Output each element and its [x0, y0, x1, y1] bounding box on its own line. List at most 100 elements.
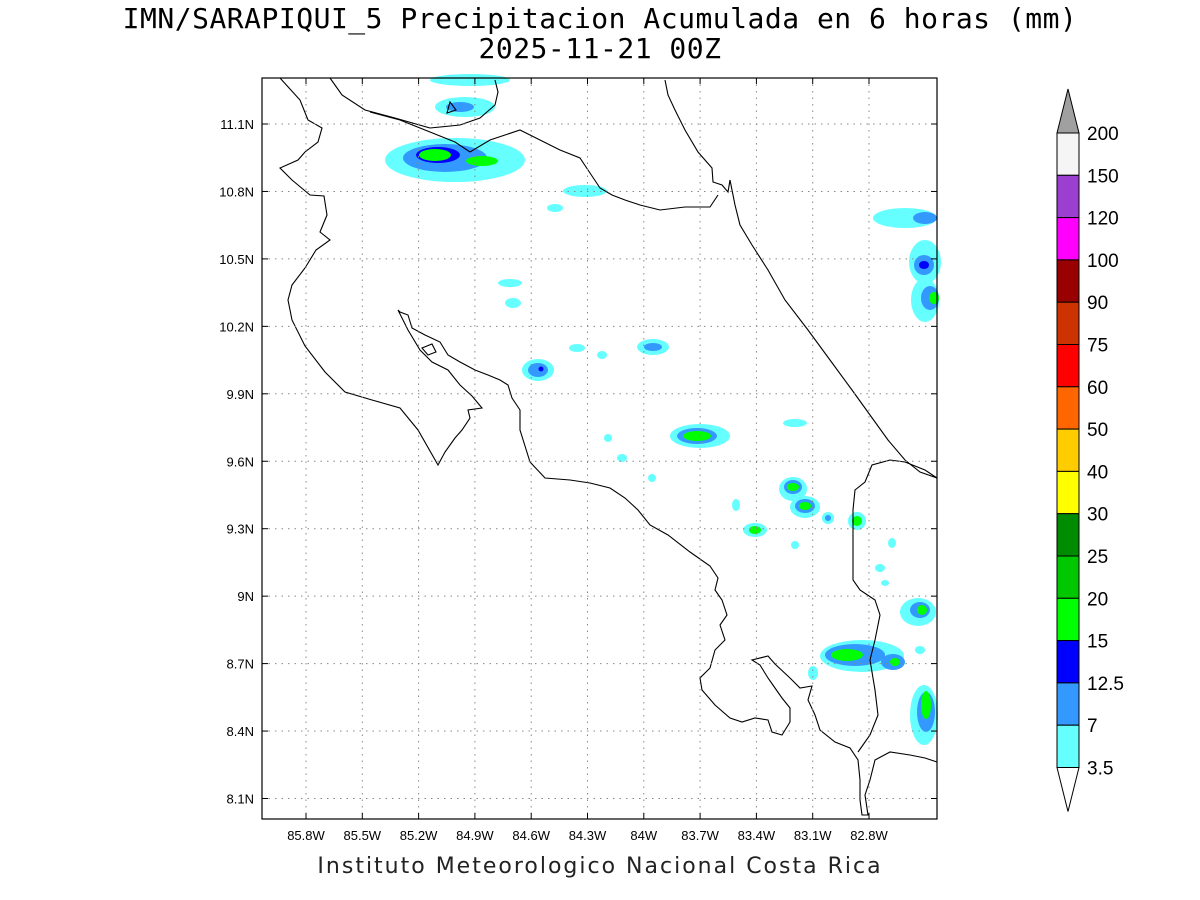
precip-blob	[528, 363, 548, 377]
colorbar-label: 40	[1087, 462, 1108, 483]
colorbar-label: 25	[1087, 547, 1108, 568]
caribbean-coast	[664, 79, 938, 479]
colorbar-label: 150	[1087, 166, 1119, 187]
lon-tick-label: 84W	[630, 828, 657, 843]
precip-blob	[881, 580, 889, 586]
colorbar-label: 120	[1087, 209, 1119, 230]
colorbar: 200 150 120 100 90 75 60 50 40 30 25 20 15 12.5 7 3.5	[1056, 88, 1124, 812]
precip-blob	[749, 526, 761, 534]
lon-tick-label: 85.5W	[344, 828, 382, 843]
lon-tick-label: 84.9W	[456, 828, 494, 843]
lat-tick-label: 10.5N	[219, 252, 254, 267]
colorbar-swatch	[1056, 386, 1080, 430]
lake-island	[446, 100, 457, 114]
precip-blob	[915, 646, 925, 654]
precip-blob	[498, 279, 522, 287]
precip-blob	[419, 149, 451, 161]
precip-blob	[466, 156, 498, 166]
latitude-ticks: 11.1N 10.8N 10.5N 10.2N 9.9N 9.6N 9.3N 9N 8.7N 8.…	[219, 117, 937, 807]
lat-tick-label: 11.1N	[220, 117, 254, 132]
lon-tick-label: 82.8W	[850, 828, 888, 843]
footer-credit: Instituto Meteorologico Nacional Costa R…	[317, 854, 883, 879]
lon-tick-label: 83.4W	[738, 828, 776, 843]
lon-tick-label: 85.2W	[400, 828, 438, 843]
lon-tick-label: 84.6W	[512, 828, 550, 843]
lat-tick-label: 8.1N	[227, 792, 254, 807]
precip-blob	[732, 499, 740, 511]
colorbar-label: 75	[1087, 336, 1108, 357]
colorbar-label: 30	[1087, 505, 1108, 526]
precip-blob	[890, 658, 900, 666]
lake-nicaragua-shore	[329, 77, 499, 129]
lat-tick-label: 9N	[237, 589, 254, 604]
colorbar-label: 15	[1087, 632, 1108, 653]
colorbar-label: 3.5	[1087, 759, 1113, 780]
lat-tick-label: 8.4N	[227, 724, 254, 739]
precip-blob	[569, 344, 585, 352]
colorbar-label: 60	[1087, 378, 1108, 399]
colorbar-swatch	[1056, 132, 1080, 176]
precip-blob	[430, 74, 510, 86]
colorbar-swatch	[1056, 640, 1080, 684]
precip-blob	[604, 434, 612, 442]
precip-blob	[563, 185, 607, 197]
lat-tick-label: 10.2N	[219, 319, 254, 334]
colorbar-label: 7	[1087, 716, 1098, 737]
precip-blob	[783, 419, 807, 427]
precip-blob	[791, 541, 799, 549]
precip-blob	[538, 366, 544, 372]
precip-blob	[913, 212, 937, 224]
nicaragua-border	[369, 111, 719, 211]
colorbar-swatch	[1056, 597, 1080, 642]
lat-tick-label: 9.3N	[227, 522, 254, 537]
precip-blob	[648, 474, 656, 482]
lon-tick-label: 83.7W	[681, 828, 719, 843]
lon-tick-label: 85.8W	[287, 828, 325, 843]
colorbar-swatch	[1056, 555, 1080, 599]
precip-blob	[888, 538, 896, 548]
lat-tick-label: 9.6N	[227, 454, 254, 469]
colorbar-swatch	[1056, 174, 1080, 219]
map-frame	[261, 77, 938, 820]
precip-blob	[597, 351, 607, 359]
precip-blob	[825, 515, 831, 521]
colorbar-label: 12.5	[1087, 674, 1124, 695]
lat-tick-label: 9.9N	[227, 387, 254, 402]
lat-tick-label: 8.7N	[227, 657, 254, 672]
map-title: IMN/SARAPIQUI_5 Precipitacion Acumulada …	[122, 2, 1078, 35]
colorbar-swatch	[1056, 428, 1080, 472]
coastline	[279, 77, 938, 816]
colorbar-label: 20	[1087, 589, 1108, 610]
colorbar-swatch	[1056, 301, 1080, 346]
colorbar-swatch	[1056, 217, 1080, 261]
colorbar-swatch	[1056, 724, 1080, 769]
precip-blob	[831, 649, 863, 661]
colorbar-swatch	[1056, 470, 1080, 515]
colorbar-label: 200	[1087, 124, 1119, 145]
precip-blob	[799, 502, 811, 510]
precip-blob	[875, 564, 885, 572]
colorbar-label: 90	[1087, 293, 1108, 314]
precip-blob	[505, 298, 521, 308]
colorbar-arrow-top	[1056, 88, 1080, 134]
lat-tick-label: 10.8N	[219, 184, 254, 199]
precip-blob	[921, 691, 931, 719]
map-subtitle: 2025-11-21 00Z	[478, 32, 722, 65]
precip-blob	[852, 516, 862, 526]
precip-blob	[787, 483, 799, 491]
colorbar-swatch	[1056, 682, 1080, 726]
panama-border	[852, 459, 938, 753]
lon-tick-label: 84.3W	[569, 828, 607, 843]
colorbar-label: 50	[1087, 420, 1108, 441]
precip-blob	[446, 102, 474, 112]
precip-blob	[617, 454, 627, 462]
colorbar-arrow-bottom	[1056, 767, 1080, 812]
precip-blob	[917, 605, 927, 615]
precip-blob	[547, 204, 563, 212]
precip-blob	[644, 343, 662, 351]
precip-blob	[919, 261, 929, 269]
lon-tick-label: 83.1W	[794, 828, 832, 843]
colorbar-swatch	[1056, 259, 1080, 303]
longitude-ticks: 85.8W 85.5W 85.2W 84.9W 84.6W 84.3W 84W 83.7W 83…	[287, 78, 889, 843]
